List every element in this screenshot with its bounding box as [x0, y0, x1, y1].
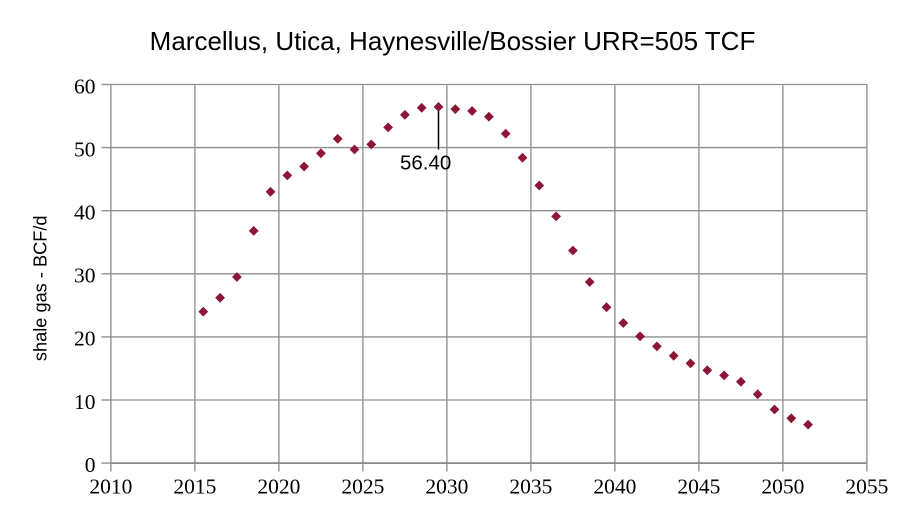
svg-text:20: 20 — [74, 327, 96, 351]
svg-text:2030: 2030 — [425, 475, 468, 499]
svg-text:2050: 2050 — [761, 475, 804, 499]
svg-text:2040: 2040 — [593, 475, 636, 499]
svg-text:2015: 2015 — [173, 475, 216, 499]
svg-text:shale gas - BCF/d: shale gas - BCF/d — [31, 216, 51, 362]
svg-text:2035: 2035 — [509, 475, 552, 499]
svg-text:Marcellus, Utica, Haynesville/: Marcellus, Utica, Haynesville/Bossier UR… — [150, 26, 756, 56]
svg-text:50: 50 — [74, 137, 96, 161]
svg-text:2025: 2025 — [341, 475, 384, 499]
svg-text:56.40: 56.40 — [400, 152, 451, 175]
svg-text:2045: 2045 — [677, 475, 720, 499]
svg-text:60: 60 — [74, 74, 96, 98]
svg-text:0: 0 — [85, 453, 96, 477]
svg-text:40: 40 — [74, 201, 96, 225]
svg-text:2010: 2010 — [89, 475, 132, 499]
svg-text:30: 30 — [74, 264, 96, 288]
svg-text:2055: 2055 — [845, 475, 888, 499]
svg-text:10: 10 — [74, 390, 96, 414]
svg-text:2020: 2020 — [257, 475, 300, 499]
